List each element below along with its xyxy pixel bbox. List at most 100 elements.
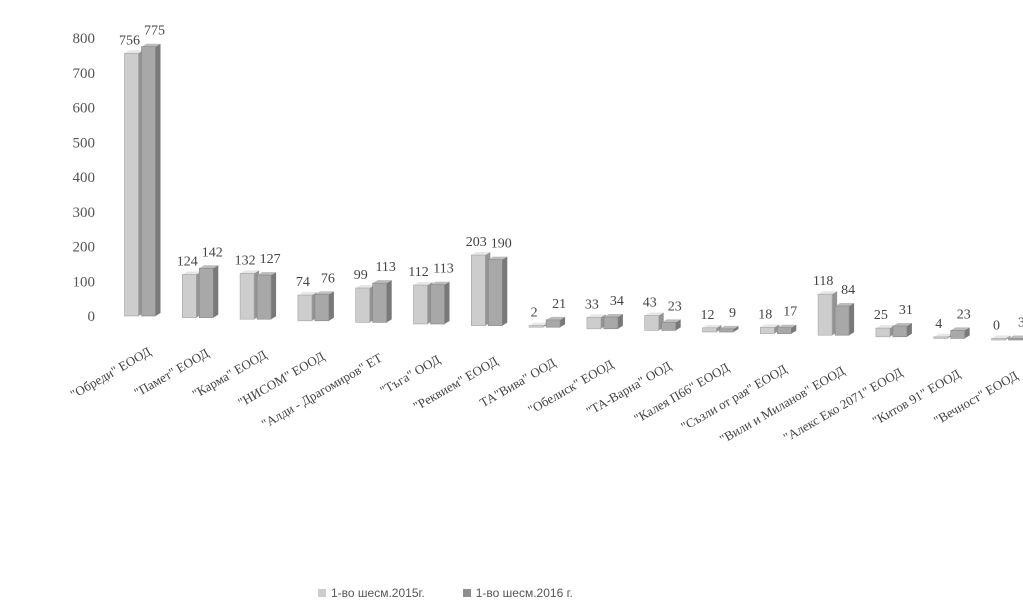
bar-side-s1-12: [849, 303, 855, 336]
data-label-s1-11: 17: [783, 305, 797, 320]
bar-s0-1: [182, 274, 197, 318]
bar-side-s0-15: [1005, 335, 1011, 340]
legend-swatch-2016: [462, 589, 471, 597]
bar-top-s1-8: [603, 313, 623, 317]
legend-swatch-2015: [318, 589, 326, 597]
bar-s1-14: [950, 330, 966, 339]
bar-top-s1-4: [372, 280, 392, 284]
data-label-s0-5: 112: [408, 265, 428, 280]
bar-top-s1-9: [661, 319, 681, 323]
bar-top-s1-14: [950, 327, 970, 331]
data-label-s1-15: 3: [1018, 316, 1023, 331]
bar-top-s1-5: [430, 281, 450, 285]
bar-s0-2: [239, 273, 255, 320]
data-label-s1-4: 113: [375, 260, 395, 275]
bar-top-s0-8: [586, 314, 606, 318]
bar-side-s1-13: [906, 323, 912, 337]
bar-s1-13: [892, 325, 908, 338]
bar-s0-9: [644, 315, 660, 331]
bar-side-s1-3: [328, 291, 334, 321]
bar-side-s1-10: [733, 325, 739, 332]
bar-top-s0-11: [760, 324, 780, 328]
bar-s1-9: [661, 322, 677, 331]
bar-side-s1-6: [502, 256, 508, 326]
y-tick-label-6: 600: [73, 101, 96, 117]
bar-top-s0-13: [875, 325, 895, 329]
legend-label-2015: 1-во шесм.2015г.: [331, 586, 425, 600]
data-label-s1-6: 190: [491, 237, 512, 252]
data-label-s1-8: 34: [610, 294, 624, 309]
bar-s1-1: [199, 267, 214, 318]
bar-s1-7: [545, 319, 561, 328]
data-label-s0-0: 756: [119, 33, 140, 48]
bar-side-s1-9: [675, 319, 681, 331]
y-tick-label-8: 800: [73, 31, 96, 47]
bar-top-s0-7: [529, 322, 549, 326]
bar-top-s0-12: [818, 291, 838, 295]
bar-top-s1-0: [141, 43, 161, 47]
data-label-s1-13: 31: [899, 303, 913, 318]
data-label-s0-11: 18: [758, 307, 772, 322]
data-label-s1-3: 76: [321, 271, 335, 286]
bar-s0-10: [702, 327, 717, 333]
bar-top-s0-4: [355, 284, 375, 288]
y-tick-label-4: 400: [73, 170, 96, 186]
bar-top-s1-15: [1008, 335, 1023, 339]
bar-top-s0-1: [182, 271, 202, 275]
data-label-s1-1: 142: [202, 245, 223, 260]
bar-s0-0: [124, 52, 139, 317]
bar-s1-4: [372, 282, 388, 323]
y-tick-label-7: 700: [73, 66, 96, 82]
bar-side-s0-10: [716, 324, 722, 332]
data-label-s0-9: 43: [643, 295, 657, 310]
legend-item-2015: 1-во шесм.2015г.: [318, 586, 425, 600]
bar-s0-3: [297, 294, 313, 322]
legend-item-2016: 1-во шесм.2016 г.: [462, 586, 573, 600]
bar-s0-8: [586, 317, 602, 330]
data-label-s1-0: 775: [144, 24, 165, 39]
bar-s1-0: [141, 46, 156, 317]
bar-side-s1-11: [791, 324, 797, 334]
bar-s1-12: [834, 305, 850, 336]
bar-top-s0-3: [297, 292, 317, 296]
y-tick-label-5: 500: [73, 135, 96, 151]
bar-top-s0-6: [471, 252, 491, 256]
bar-s0-5: [413, 284, 428, 325]
data-label-s0-7: 2: [531, 306, 538, 321]
bar-s0-12: [817, 293, 833, 336]
data-label-s1-7: 21: [552, 297, 566, 312]
bar-side-s1-4: [386, 280, 392, 323]
bar-side-s1-0: [155, 43, 161, 316]
bar-top-s1-1: [199, 265, 219, 269]
bar-s1-15: [1008, 338, 1023, 341]
data-label-s0-3: 74: [296, 275, 310, 290]
bar-s1-10: [719, 328, 734, 333]
bar-top-s1-11: [777, 324, 797, 328]
legend: 1-во шесм.2015г. 1-во шесм.2016 г.: [318, 586, 573, 600]
data-label-s0-13: 25: [874, 308, 888, 323]
data-label-s0-14: 4: [935, 317, 942, 332]
bar-side-s1-7: [560, 316, 566, 328]
data-label-s0-6: 203: [466, 235, 487, 250]
data-label-s0-1: 124: [177, 255, 198, 270]
y-tick-label-1: 100: [73, 274, 96, 290]
legend-label-2016: 1-во шесм.2016 г.: [475, 586, 573, 600]
bar-top-s1-12: [835, 303, 855, 307]
data-label-s1-12: 84: [841, 283, 855, 298]
y-tick-label-2: 200: [73, 240, 96, 256]
data-label-s1-2: 127: [260, 252, 281, 267]
bar-s1-6: [487, 259, 503, 326]
bar-top-s0-15: [991, 335, 1011, 339]
bar-side-s1-8: [617, 313, 623, 329]
data-label-s0-2: 132: [235, 253, 256, 268]
bar-top-s0-9: [644, 312, 664, 316]
bar-top-s1-6: [488, 256, 508, 260]
bar-side-s1-2: [271, 272, 277, 320]
bar-s0-15: [991, 338, 1006, 341]
bar-top-s1-10: [719, 325, 739, 329]
bar-s0-7: [528, 325, 544, 328]
bar-top-s1-3: [314, 291, 334, 295]
bar-s1-2: [256, 274, 272, 320]
bar-s0-14: [933, 336, 949, 339]
